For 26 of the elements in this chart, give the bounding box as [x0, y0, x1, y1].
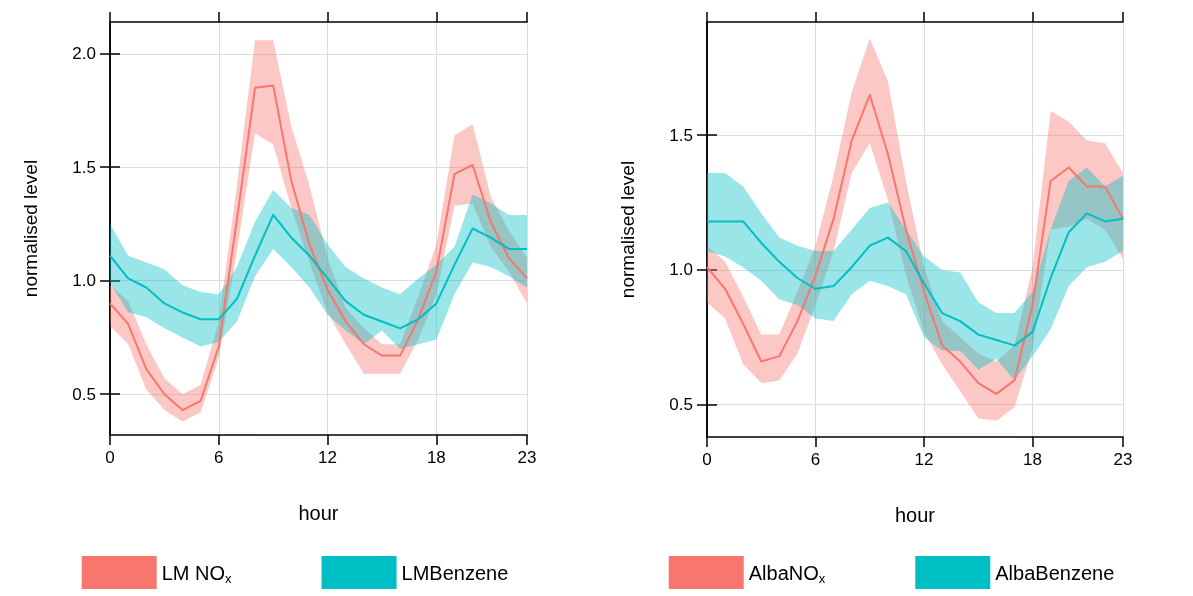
y-tick-label: 0.5 — [72, 384, 96, 404]
x-tick-label: 12 — [318, 448, 338, 467]
line-series — [706, 93, 1124, 395]
x-tick-label: 12 — [914, 450, 934, 469]
y-axis-title: normalised level — [617, 160, 638, 299]
x-tick-label: 0 — [105, 448, 115, 467]
x-tick-label: 18 — [1023, 450, 1043, 469]
y-tick-label: 1.0 — [72, 271, 96, 291]
line-series — [109, 213, 528, 330]
x-axis-title: hour — [894, 504, 936, 526]
y-tick-label: 1.5 — [669, 125, 693, 145]
x-tick-label: 23 — [1113, 450, 1133, 469]
y-tick-label: 2.0 — [72, 44, 96, 64]
y-tick-label: 1.5 — [72, 157, 96, 177]
x-tick-label: 6 — [810, 450, 821, 469]
x-axis-title: hour — [298, 502, 339, 524]
y-tick-label: 1.0 — [669, 260, 693, 280]
line-series — [706, 212, 1124, 347]
y-tick-label: 0.5 — [669, 395, 693, 415]
y-axis-title: normalised level — [20, 159, 41, 298]
legend-label: LMBenzene — [401, 561, 509, 584]
legend-label: AlbaBenzene — [995, 561, 1115, 584]
x-tick-label: 6 — [214, 448, 224, 467]
x-tick-label: 23 — [517, 448, 537, 467]
x-tick-label: 18 — [426, 448, 446, 467]
x-tick-label: 0 — [702, 450, 712, 469]
